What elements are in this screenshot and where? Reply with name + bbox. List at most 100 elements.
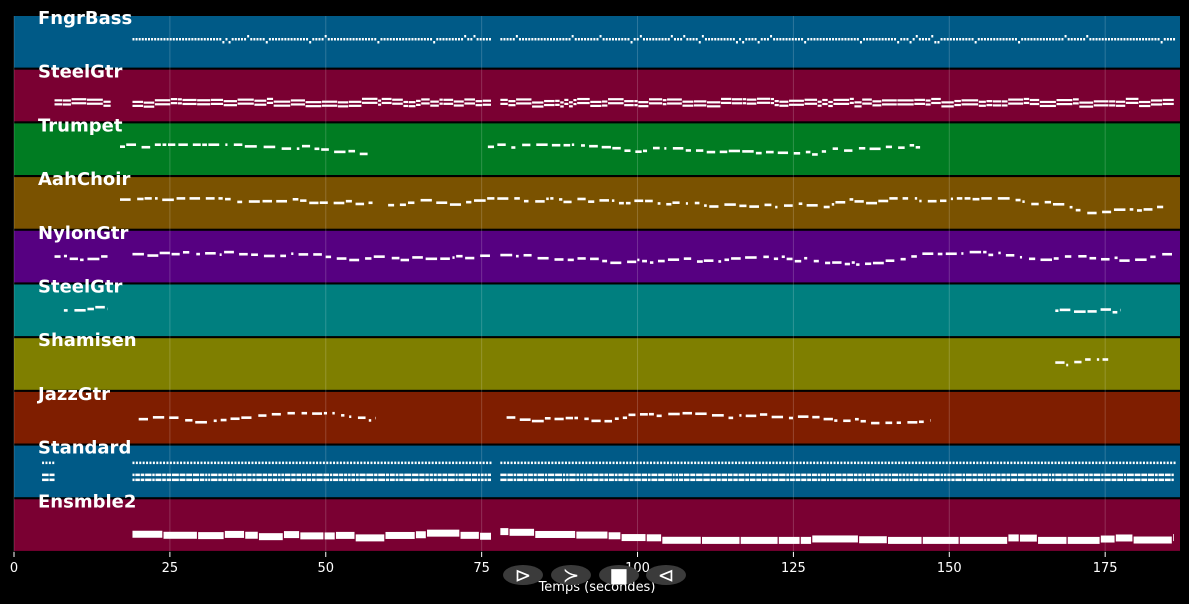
note — [563, 200, 572, 204]
note — [185, 418, 193, 422]
x-tick-label-50: 50 — [317, 561, 334, 576]
note — [357, 416, 366, 420]
note — [544, 103, 555, 107]
note — [172, 37, 175, 41]
track-band-4 — [14, 177, 1180, 229]
note — [169, 37, 172, 41]
note — [435, 461, 438, 465]
note — [523, 478, 528, 482]
tracks-layer — [14, 16, 1180, 551]
note — [1022, 200, 1025, 203]
note — [571, 143, 575, 146]
note — [822, 98, 828, 102]
track-label-nylongtr: NylonGtr — [38, 223, 129, 244]
note — [225, 37, 228, 41]
note — [1000, 461, 1003, 465]
note — [471, 473, 477, 477]
note — [630, 40, 633, 44]
note — [577, 37, 580, 41]
note — [1039, 104, 1056, 108]
note — [881, 37, 884, 41]
note — [162, 478, 166, 482]
note — [500, 102, 508, 105]
track-label-trumpet: Trumpet — [38, 115, 123, 136]
stop-button[interactable]: ■ — [599, 563, 639, 587]
note — [236, 473, 242, 477]
note — [987, 473, 990, 477]
note — [1125, 101, 1139, 104]
note — [1143, 208, 1153, 211]
note — [546, 197, 549, 201]
note — [765, 150, 774, 154]
note — [361, 97, 378, 100]
note — [577, 197, 586, 201]
note — [588, 461, 591, 465]
note — [1042, 473, 1048, 477]
note — [537, 461, 540, 465]
note — [651, 473, 658, 477]
note — [284, 37, 287, 41]
note — [560, 105, 564, 108]
note — [652, 37, 655, 41]
track-band-1 — [14, 16, 1180, 68]
x-tick-label-125: 125 — [781, 561, 806, 576]
note — [241, 461, 244, 465]
note — [934, 40, 937, 44]
note — [1101, 257, 1110, 261]
note — [1032, 473, 1037, 477]
note — [909, 144, 915, 147]
note — [159, 461, 162, 465]
note — [718, 260, 722, 263]
note — [323, 478, 330, 482]
note — [605, 37, 608, 41]
note — [821, 478, 827, 482]
note — [1008, 37, 1011, 41]
note — [210, 98, 224, 101]
note — [732, 37, 735, 41]
note — [173, 461, 176, 465]
note — [544, 461, 547, 465]
note — [793, 152, 801, 155]
note — [786, 257, 793, 261]
play-button[interactable]: ⊳ — [503, 563, 543, 587]
fast-forward-button[interactable]: ≻ — [551, 563, 591, 587]
note — [1040, 461, 1043, 465]
note — [756, 473, 762, 477]
note — [1109, 100, 1116, 103]
note — [812, 415, 820, 419]
note — [464, 473, 472, 477]
note — [392, 102, 403, 105]
note — [1120, 37, 1123, 41]
note — [986, 100, 993, 103]
note — [1028, 257, 1036, 261]
note — [1024, 37, 1027, 41]
note — [690, 461, 693, 465]
note — [703, 259, 714, 262]
note — [1025, 478, 1032, 482]
note — [252, 473, 256, 477]
note — [1064, 34, 1067, 38]
note — [806, 204, 818, 207]
note — [652, 146, 660, 150]
note — [1136, 461, 1139, 465]
note — [949, 37, 952, 41]
note — [300, 532, 324, 540]
note — [842, 473, 847, 477]
note — [574, 37, 577, 41]
note — [404, 461, 407, 465]
note — [956, 37, 959, 41]
note — [516, 102, 532, 105]
note — [593, 37, 596, 41]
note — [366, 478, 374, 482]
note — [1017, 478, 1025, 482]
note — [515, 254, 519, 258]
track-label-shamisen: Shamisen — [38, 330, 137, 351]
note — [632, 461, 635, 465]
note — [509, 37, 512, 41]
note — [1056, 98, 1073, 102]
note — [416, 99, 421, 102]
rewind-button[interactable]: ⊲ — [646, 563, 686, 587]
note — [733, 478, 738, 482]
note — [648, 102, 663, 105]
note — [580, 473, 584, 477]
